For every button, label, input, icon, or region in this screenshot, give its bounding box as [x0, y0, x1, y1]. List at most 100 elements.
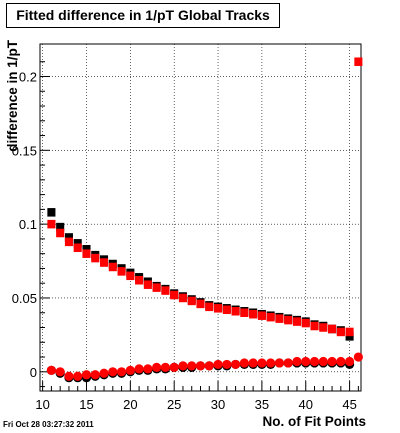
timestamp: Fri Oct 28 03:27:32 2011: [3, 420, 94, 429]
data-point-circle: [81, 370, 92, 380]
data-point-square: [257, 311, 266, 320]
data-point-square: [56, 222, 65, 232]
grid-lines: [40, 44, 361, 391]
data-point-circle: [301, 356, 311, 367]
data-point-square: [82, 244, 91, 254]
data-point-circle: [292, 356, 302, 367]
data-point-circle: [160, 362, 171, 372]
data-point-square: [161, 286, 170, 295]
data-point-square: [99, 258, 109, 267]
data-point-square: [354, 57, 363, 66]
data-point-circle: [73, 371, 83, 381]
data-point-square: [266, 312, 275, 322]
data-point-circle: [108, 367, 118, 377]
y-axis-label: difference in 1/pT: [5, 39, 20, 152]
x-tick-label: 20: [123, 397, 137, 412]
x-tick-label: 30: [211, 397, 225, 412]
data-point-circle: [274, 358, 285, 368]
data-point-square: [301, 318, 310, 328]
data-point-square: [82, 249, 91, 258]
data-point-square: [205, 302, 214, 312]
data-point-circle: [55, 367, 65, 377]
data-point-circle: [204, 361, 214, 371]
x-tick-label: 10: [35, 397, 49, 412]
data-point-square: [56, 228, 65, 238]
data-point-square: [91, 253, 100, 263]
data-point-square: [64, 233, 73, 242]
data-point-square: [345, 332, 354, 341]
x-tick-label: 45: [342, 397, 356, 412]
data-point-circle: [125, 365, 135, 375]
data-point-square: [292, 317, 302, 326]
data-point-circle: [169, 362, 179, 372]
data-point-square: [117, 267, 126, 276]
data-point-circle: [143, 364, 153, 374]
data-markers: [46, 57, 363, 383]
data-point-square: [47, 208, 56, 217]
data-point-circle: [222, 359, 232, 370]
data-point-square: [47, 219, 56, 229]
data-point-square: [135, 276, 144, 285]
x-tick-label: 40: [299, 397, 313, 412]
data-point-square: [108, 262, 117, 272]
data-point-circle: [178, 361, 188, 371]
data-point-circle: [336, 356, 346, 367]
axes: 10 15 20 25 30 35 40 45 0 0.05 0.1 0.15 0.2: [12, 61, 359, 412]
data-point-circle: [344, 356, 355, 367]
data-point-square: [73, 243, 82, 253]
data-point-square: [328, 324, 337, 334]
y-tick-label: 0: [30, 365, 37, 380]
data-point-circle: [90, 370, 100, 380]
data-point-square: [152, 283, 161, 292]
data-point-square: [231, 307, 240, 316]
y-tick-label: 0.15: [12, 143, 37, 158]
data-point-circle: [266, 358, 276, 368]
data-point-circle: [248, 358, 258, 368]
data-point-circle: [213, 359, 223, 370]
data-point-square: [126, 271, 135, 281]
y-tick-label: 0.2: [19, 69, 37, 84]
data-point-circle: [46, 365, 57, 375]
chart-title: Fitted difference in 1/pT Global Tracks: [6, 3, 280, 28]
data-point-square: [240, 308, 249, 317]
data-point-square: [336, 327, 345, 337]
data-point-circle: [309, 356, 320, 367]
data-point-square: [319, 323, 328, 332]
data-point-square: [214, 304, 223, 313]
data-point-square: [143, 280, 152, 289]
x-tick-label: 25: [167, 397, 181, 412]
data-point-circle: [152, 362, 162, 372]
data-point-circle: [353, 352, 363, 362]
data-point-circle: [187, 361, 197, 371]
data-point-square: [222, 305, 231, 315]
data-point-square: [249, 309, 258, 319]
data-point-circle: [257, 358, 267, 368]
data-point-circle: [116, 367, 127, 377]
data-point-square: [187, 296, 196, 306]
x-axis-label: No. of Fit Points: [263, 414, 367, 429]
data-point-square: [284, 315, 293, 325]
data-point-square: [196, 299, 205, 309]
data-point-circle: [283, 358, 293, 368]
data-point-square: [73, 239, 82, 248]
data-point-circle: [327, 356, 337, 367]
x-tick-label: 15: [79, 397, 93, 412]
data-point-square: [345, 327, 354, 337]
data-point-circle: [239, 358, 249, 368]
plot-frame: [39, 43, 362, 392]
data-point-square: [275, 314, 284, 323]
data-point-square: [170, 290, 179, 300]
data-point-square: [310, 321, 319, 331]
data-point-circle: [99, 368, 109, 378]
x-tick-label: 35: [255, 397, 269, 412]
data-point-square: [178, 293, 187, 303]
data-point-circle: [134, 364, 144, 374]
data-point-circle: [195, 361, 206, 371]
data-point-square: [64, 237, 73, 247]
data-point-circle: [318, 356, 328, 367]
data-point-circle: [230, 359, 241, 370]
data-point-circle: [64, 371, 74, 381]
y-tick-label: 0.05: [12, 291, 37, 306]
y-tick-label: 0.1: [19, 217, 37, 232]
